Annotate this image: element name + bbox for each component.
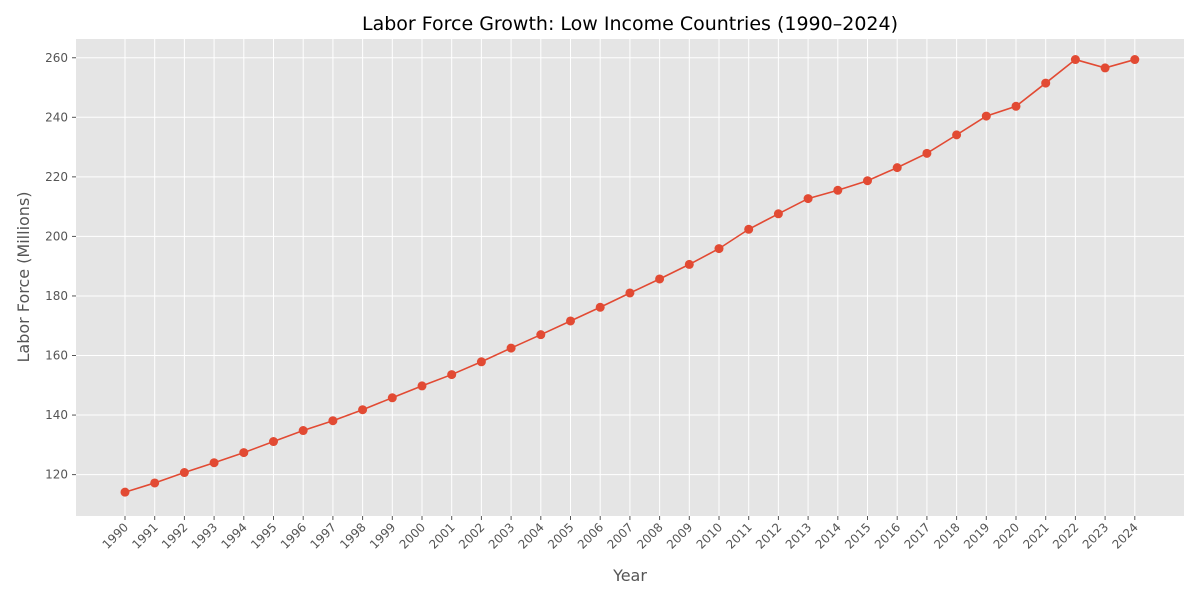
chart-title: Labor Force Growth: Low Income Countries…: [362, 13, 898, 35]
data-point: [833, 185, 843, 195]
data-points: [120, 55, 1140, 497]
x-tick-label: 1999: [367, 520, 398, 551]
y-axis-label: Labor Force (Millions): [14, 191, 33, 362]
data-point: [179, 468, 189, 478]
x-tick-label: 2000: [397, 520, 428, 551]
y-tick-labels: 120 140 160 180 200 220 240 260: [45, 51, 76, 482]
x-tick-label: 2007: [605, 520, 636, 551]
x-tick-label: 1996: [278, 520, 309, 551]
y-tick-label: 180: [45, 289, 68, 303]
x-tick-label: 2018: [931, 520, 962, 551]
data-point: [209, 458, 219, 468]
x-tick-label: 1995: [248, 520, 279, 551]
data-point: [595, 302, 605, 312]
x-tick-label: 1997: [308, 520, 339, 551]
x-tick-label: 1993: [189, 520, 220, 551]
x-tick-label: 2024: [1109, 520, 1140, 551]
data-point: [1100, 63, 1110, 73]
x-tick-label: 2004: [515, 520, 546, 551]
data-point: [328, 416, 338, 426]
x-tick-label: 2022: [1050, 520, 1081, 551]
data-point: [803, 194, 813, 204]
x-tick-label: 2010: [694, 520, 725, 551]
data-point: [120, 487, 130, 497]
x-tick-label: 2015: [842, 520, 873, 551]
x-tick-label: 2001: [426, 520, 457, 551]
x-tick-label: 2003: [486, 520, 517, 551]
x-tick-label: 2013: [783, 520, 814, 551]
x-tick-label: 1992: [159, 520, 190, 551]
x-axis-label: Year: [612, 566, 647, 585]
x-tick-label: 2012: [753, 520, 784, 551]
x-tick-label: 2017: [902, 520, 933, 551]
y-tick-label: 200: [45, 229, 68, 243]
x-tick-label: 1990: [100, 520, 131, 551]
x-tick-label: 2020: [991, 520, 1022, 551]
x-tick-label: 1994: [218, 520, 249, 551]
data-point: [150, 478, 160, 488]
data-point: [1011, 101, 1021, 111]
y-tick-label: 160: [45, 349, 68, 363]
data-point: [922, 148, 932, 158]
data-point: [1070, 55, 1080, 65]
x-tick-label: 1998: [337, 520, 368, 551]
x-tick-label: 2014: [812, 520, 843, 551]
y-tick-label: 260: [45, 51, 68, 65]
x-tick-label: 2005: [545, 520, 576, 551]
x-tick-label: 2011: [723, 520, 754, 551]
data-point: [536, 330, 546, 340]
x-tick-label: 2021: [1020, 520, 1051, 551]
data-point: [566, 316, 575, 326]
x-tick-labels: 1990199119921993199419951996199719981999…: [100, 516, 1141, 552]
data-point: [447, 370, 457, 380]
data-point: [1041, 78, 1051, 88]
y-tick-label: 240: [45, 110, 68, 124]
x-tick-label: 2008: [634, 520, 665, 551]
y-tick-label: 120: [45, 468, 68, 482]
x-tick-label: 2019: [961, 520, 992, 551]
data-point: [239, 448, 249, 458]
data-point: [714, 244, 724, 254]
data-point: [417, 381, 427, 391]
data-point: [387, 393, 397, 403]
data-point: [684, 259, 694, 269]
x-tick-label: 2023: [1080, 520, 1111, 551]
x-tick-label: 2006: [575, 520, 606, 551]
data-point: [625, 288, 635, 298]
y-tick-label: 140: [45, 408, 68, 422]
x-tick-label: 2002: [456, 520, 487, 551]
data-point: [1130, 55, 1140, 65]
data-point: [655, 274, 665, 284]
data-point: [298, 426, 308, 436]
data-point: [773, 209, 783, 219]
x-tick-label: 1991: [129, 520, 160, 551]
grid-lines: [76, 39, 1184, 516]
data-point: [892, 163, 902, 173]
y-tick-label: 220: [45, 170, 68, 184]
data-point: [952, 130, 962, 140]
data-point: [269, 437, 278, 447]
data-point: [476, 357, 486, 367]
x-tick-label: 2016: [872, 520, 903, 551]
data-point: [744, 224, 754, 234]
x-tick-label: 2009: [664, 520, 695, 551]
data-point: [358, 405, 368, 415]
data-point: [981, 111, 991, 121]
data-point: [863, 176, 872, 186]
data-point: [506, 343, 516, 353]
